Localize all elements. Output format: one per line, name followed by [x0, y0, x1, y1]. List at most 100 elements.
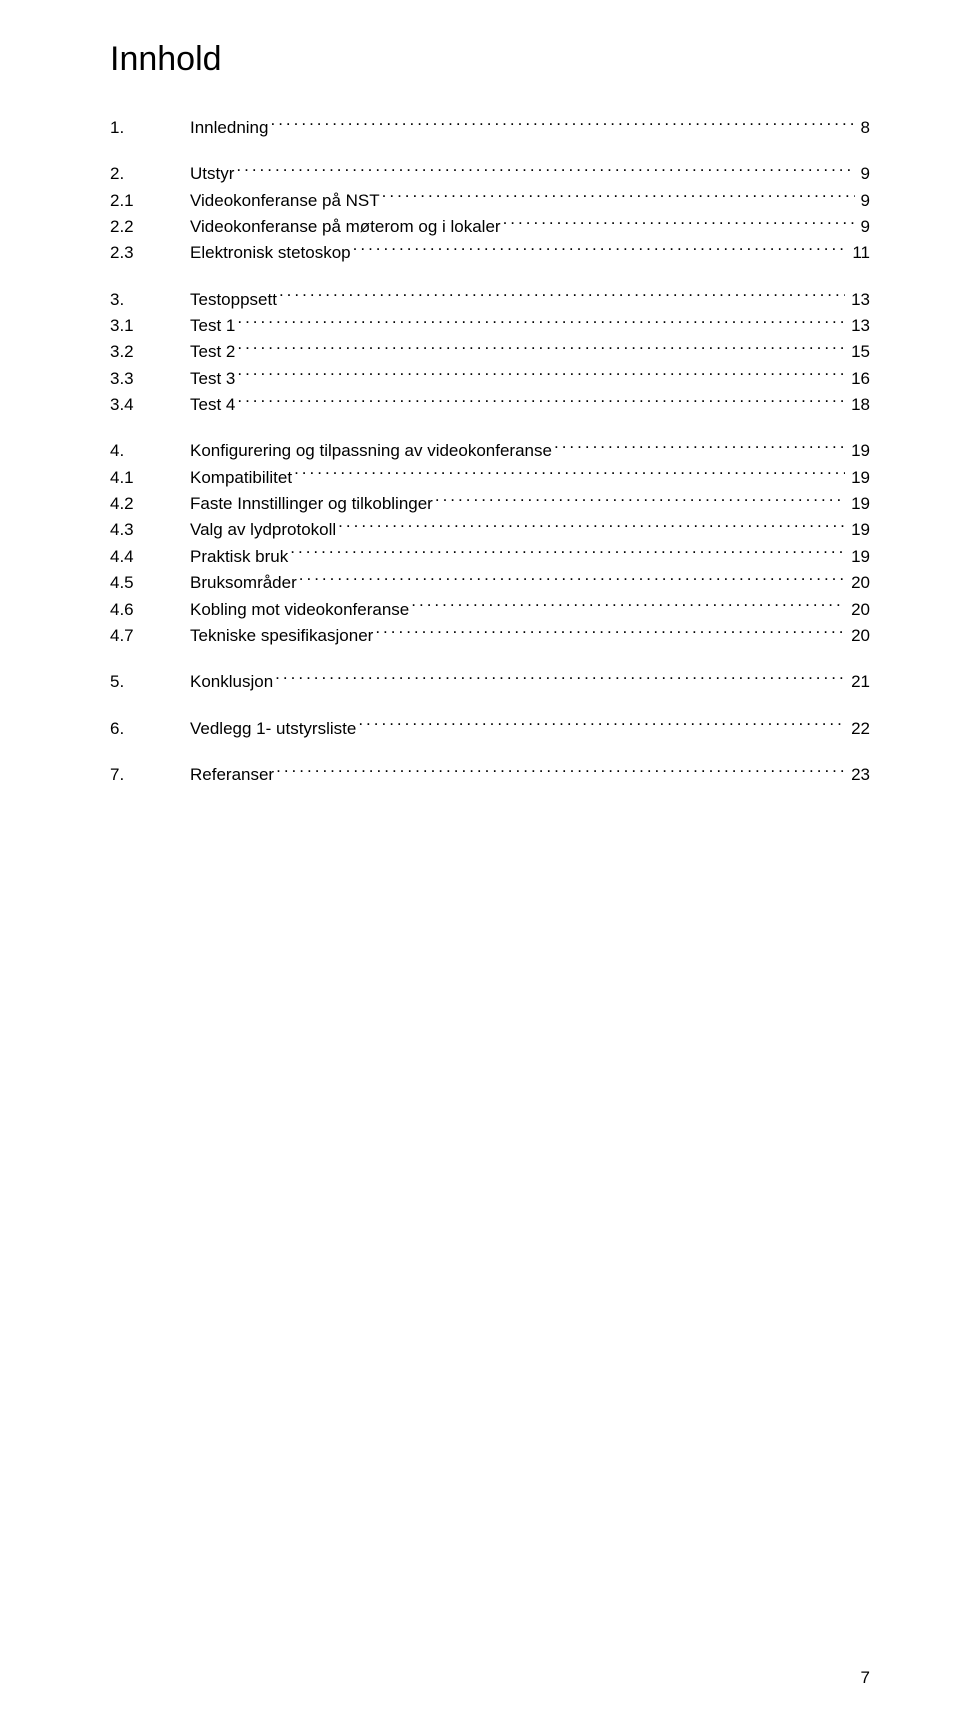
- toc-entry: 2.3Elektronisk stetoskop 11: [110, 240, 870, 266]
- page-title: Innhold: [110, 40, 870, 79]
- toc-entry: 4.6Kobling mot videokonferanse 20: [110, 597, 870, 623]
- toc-leader-dots: [435, 492, 845, 509]
- toc-leader-dots: [294, 466, 845, 483]
- toc-leader-dots: [375, 624, 845, 641]
- toc-entry-label: Referanser: [190, 762, 274, 788]
- toc-entry: 2.2Videokonferanse på møterom og i lokal…: [110, 214, 870, 240]
- toc-entry-label: Faste Innstillinger og tilkoblinger: [190, 491, 433, 517]
- toc-entry: 3.Testoppsett 13: [110, 287, 870, 313]
- toc-entry-number: 6.: [110, 716, 190, 742]
- toc-entry-number: 3.2: [110, 339, 190, 365]
- toc-leader-dots: [237, 340, 845, 357]
- toc-leader-dots: [411, 598, 845, 615]
- toc-entry: 7.Referanser 23: [110, 762, 870, 788]
- toc-leader-dots: [237, 314, 845, 331]
- toc-entry-label: Test 2: [190, 339, 235, 365]
- toc-leader-dots: [236, 162, 854, 179]
- toc-entry-number: 3.3: [110, 366, 190, 392]
- toc-entry-number: 7.: [110, 762, 190, 788]
- toc-leader-dots: [299, 571, 845, 588]
- toc-entry-page: 20: [847, 597, 870, 623]
- toc-entry-number: 4.7: [110, 623, 190, 649]
- toc-leader-dots: [358, 717, 845, 734]
- toc-leader-dots: [237, 367, 845, 384]
- toc-entry: 2.1Videokonferanse på NST 9: [110, 188, 870, 214]
- toc-entry-label: Test 1: [190, 313, 235, 339]
- toc-leader-dots: [338, 518, 845, 535]
- toc-entry-label: Konfigurering og tilpassning av videokon…: [190, 438, 552, 464]
- toc-entry: 3.1Test 1 13: [110, 313, 870, 339]
- toc-entry-page: 19: [847, 438, 870, 464]
- toc-entry-number: 4.3: [110, 517, 190, 543]
- toc-leader-dots: [279, 288, 845, 305]
- document-page: Innhold 1.Innledning 82.Utstyr 92.1Video…: [0, 0, 960, 1718]
- toc-entry: 1.Innledning 8: [110, 115, 870, 141]
- toc-entry-label: Testoppsett: [190, 287, 277, 313]
- toc-entry-page: 20: [847, 570, 870, 596]
- toc-entry-label: Praktisk bruk: [190, 544, 288, 570]
- toc-entry: 3.3Test 3 16: [110, 366, 870, 392]
- toc-entry-number: 3.1: [110, 313, 190, 339]
- toc-leader-dots: [503, 215, 855, 232]
- toc-section: 3.Testoppsett 133.1Test 1 133.2Test 2 15…: [110, 287, 870, 419]
- toc-section: 4.Konfigurering og tilpassning av videok…: [110, 438, 870, 649]
- toc-leader-dots: [276, 763, 845, 780]
- toc-leader-dots: [353, 241, 847, 258]
- toc-leader-dots: [290, 545, 845, 562]
- toc-entry-page: 8: [857, 115, 870, 141]
- toc-entry: 4.Konfigurering og tilpassning av videok…: [110, 438, 870, 464]
- toc-entry: 3.4Test 4 18: [110, 392, 870, 418]
- toc-entry-number: 5.: [110, 669, 190, 695]
- toc-section: 5.Konklusjon 21: [110, 669, 870, 695]
- toc-entry-number: 4.2: [110, 491, 190, 517]
- toc-entry-page: 9: [857, 214, 870, 240]
- toc-leader-dots: [270, 116, 854, 133]
- toc-entry-page: 19: [847, 491, 870, 517]
- toc-entry-page: 22: [847, 716, 870, 742]
- toc-entry-label: Test 4: [190, 392, 235, 418]
- toc-leader-dots: [382, 189, 855, 206]
- toc-leader-dots: [237, 393, 845, 410]
- toc-entry-page: 23: [847, 762, 870, 788]
- toc-entry-label: Elektronisk stetoskop: [190, 240, 351, 266]
- toc-entry-number: 4.5: [110, 570, 190, 596]
- toc-entry-page: 15: [847, 339, 870, 365]
- toc-entry: 5.Konklusjon 21: [110, 669, 870, 695]
- toc-entry-page: 9: [857, 161, 870, 187]
- toc-entry-label: Videokonferanse på NST: [190, 188, 380, 214]
- toc-entry-page: 19: [847, 544, 870, 570]
- toc-section: 7.Referanser 23: [110, 762, 870, 788]
- toc-entry-page: 11: [848, 240, 870, 266]
- toc-entry-number: 2.3: [110, 240, 190, 266]
- toc-entry-page: 19: [847, 517, 870, 543]
- toc-entry-page: 20: [847, 623, 870, 649]
- toc-entry: 4.2Faste Innstillinger og tilkoblinger 1…: [110, 491, 870, 517]
- toc-entry: 4.7Tekniske spesifikasjoner 20: [110, 623, 870, 649]
- toc-entry-label: Kobling mot videokonferanse: [190, 597, 409, 623]
- toc-entry-number: 4.4: [110, 544, 190, 570]
- toc-entry-page: 21: [847, 669, 870, 695]
- toc-entry-label: Innledning: [190, 115, 268, 141]
- toc-entry: 4.4Praktisk bruk 19: [110, 544, 870, 570]
- toc-entry-number: 2.: [110, 161, 190, 187]
- toc-entry-label: Test 3: [190, 366, 235, 392]
- toc-entry-page: 19: [847, 465, 870, 491]
- toc-entry-number: 3.: [110, 287, 190, 313]
- toc-entry-page: 18: [847, 392, 870, 418]
- toc-entry-page: 13: [847, 313, 870, 339]
- toc-entry: 6.Vedlegg 1- utstyrsliste 22: [110, 716, 870, 742]
- toc-entry-label: Bruksområder: [190, 570, 297, 596]
- toc-section: 6.Vedlegg 1- utstyrsliste 22: [110, 716, 870, 742]
- toc-entry-page: 9: [857, 188, 870, 214]
- toc-entry-number: 4.: [110, 438, 190, 464]
- table-of-contents: 1.Innledning 82.Utstyr 92.1Videokonferan…: [110, 115, 870, 788]
- toc-entry: 4.3Valg av lydprotokoll 19: [110, 517, 870, 543]
- toc-entry-page: 13: [847, 287, 870, 313]
- toc-entry-label: Tekniske spesifikasjoner: [190, 623, 373, 649]
- toc-entry-page: 16: [847, 366, 870, 392]
- toc-entry: 4.1Kompatibilitet 19: [110, 465, 870, 491]
- toc-section: 1.Innledning 8: [110, 115, 870, 141]
- toc-entry-label: Vedlegg 1- utstyrsliste: [190, 716, 356, 742]
- toc-entry-number: 2.2: [110, 214, 190, 240]
- toc-section: 2.Utstyr 92.1Videokonferanse på NST 92.2…: [110, 161, 870, 266]
